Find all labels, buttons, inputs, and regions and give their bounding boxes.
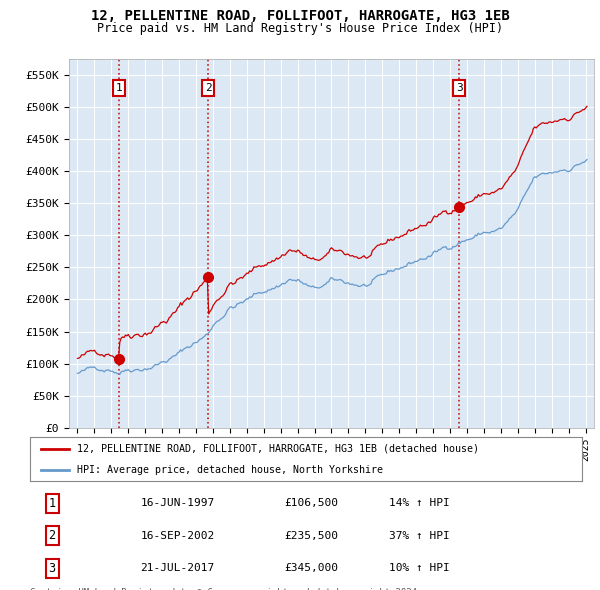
Text: 12, PELLENTINE ROAD, FOLLIFOOT, HARROGATE, HG3 1EB: 12, PELLENTINE ROAD, FOLLIFOOT, HARROGAT…	[91, 9, 509, 23]
Text: 10% ↑ HPI: 10% ↑ HPI	[389, 563, 449, 573]
Text: Contains HM Land Registry data © Crown copyright and database right 2024.: Contains HM Land Registry data © Crown c…	[30, 588, 422, 590]
Text: 16-SEP-2002: 16-SEP-2002	[140, 531, 215, 540]
Text: 16-JUN-1997: 16-JUN-1997	[140, 498, 215, 508]
Text: 3: 3	[49, 562, 56, 575]
Text: 14% ↑ HPI: 14% ↑ HPI	[389, 498, 449, 508]
Text: £345,000: £345,000	[284, 563, 338, 573]
Text: 1: 1	[116, 83, 122, 93]
Text: 21-JUL-2017: 21-JUL-2017	[140, 563, 215, 573]
Text: 12, PELLENTINE ROAD, FOLLIFOOT, HARROGATE, HG3 1EB (detached house): 12, PELLENTINE ROAD, FOLLIFOOT, HARROGAT…	[77, 444, 479, 454]
Text: Price paid vs. HM Land Registry's House Price Index (HPI): Price paid vs. HM Land Registry's House …	[97, 22, 503, 35]
Text: 3: 3	[456, 83, 463, 93]
Text: £235,500: £235,500	[284, 531, 338, 540]
Text: 2: 2	[205, 83, 211, 93]
Text: 37% ↑ HPI: 37% ↑ HPI	[389, 531, 449, 540]
Text: 2: 2	[49, 529, 56, 542]
Text: £106,500: £106,500	[284, 498, 338, 508]
Text: 1: 1	[49, 497, 56, 510]
Text: HPI: Average price, detached house, North Yorkshire: HPI: Average price, detached house, Nort…	[77, 465, 383, 475]
